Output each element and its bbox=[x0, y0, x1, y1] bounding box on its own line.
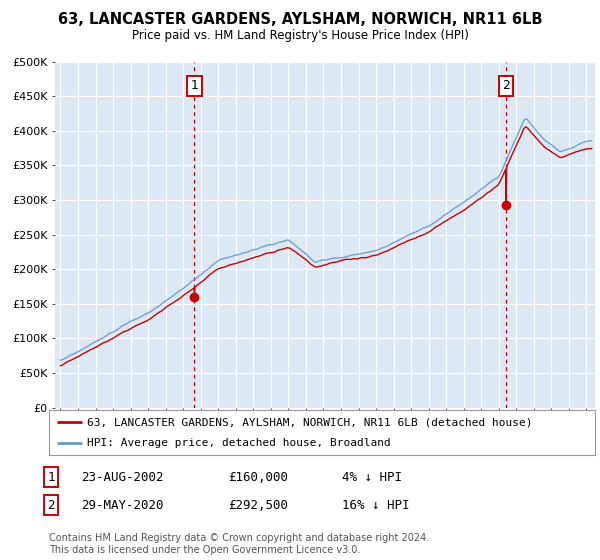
Text: 1: 1 bbox=[190, 80, 199, 92]
Text: 4% ↓ HPI: 4% ↓ HPI bbox=[342, 470, 402, 484]
Text: Contains HM Land Registry data © Crown copyright and database right 2024.
This d: Contains HM Land Registry data © Crown c… bbox=[49, 533, 430, 555]
Text: 16% ↓ HPI: 16% ↓ HPI bbox=[342, 498, 409, 512]
Text: 63, LANCASTER GARDENS, AYLSHAM, NORWICH, NR11 6LB: 63, LANCASTER GARDENS, AYLSHAM, NORWICH,… bbox=[58, 12, 542, 27]
Text: HPI: Average price, detached house, Broadland: HPI: Average price, detached house, Broa… bbox=[88, 437, 391, 447]
Text: £292,500: £292,500 bbox=[228, 498, 288, 512]
Text: Price paid vs. HM Land Registry's House Price Index (HPI): Price paid vs. HM Land Registry's House … bbox=[131, 29, 469, 41]
Text: 1: 1 bbox=[47, 470, 55, 484]
Text: 2: 2 bbox=[47, 498, 55, 512]
Text: 29-MAY-2020: 29-MAY-2020 bbox=[81, 498, 163, 512]
Text: 23-AUG-2002: 23-AUG-2002 bbox=[81, 470, 163, 484]
Text: 2: 2 bbox=[502, 80, 510, 92]
Text: 63, LANCASTER GARDENS, AYLSHAM, NORWICH, NR11 6LB (detached house): 63, LANCASTER GARDENS, AYLSHAM, NORWICH,… bbox=[88, 417, 533, 427]
Text: £160,000: £160,000 bbox=[228, 470, 288, 484]
